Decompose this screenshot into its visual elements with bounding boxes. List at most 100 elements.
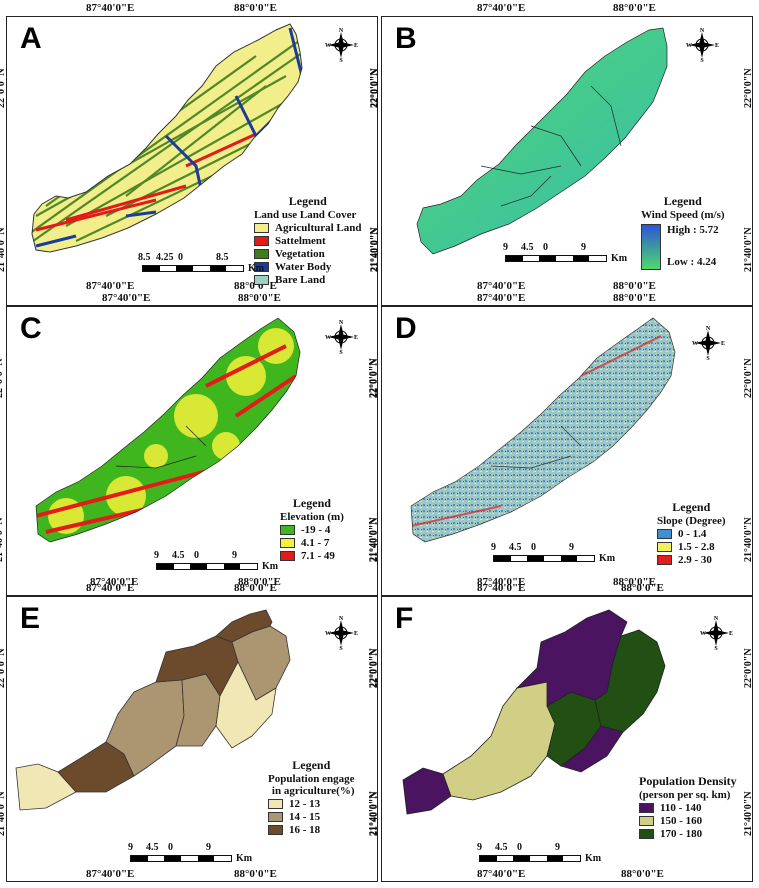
longitude-label: 88°0'0"E [234,2,277,14]
elevation-map [35,317,301,543]
legend-swatch [639,815,654,826]
scale-bar: 9 4.5 0 9 Km [503,242,628,264]
north-s: S [339,646,343,650]
scale-tick: 0 [194,550,199,561]
latitude-label: 21°40'0"N [743,791,754,836]
map-frame [6,306,378,596]
legend-item: Bare Land [254,273,361,286]
north-arrow-icon: N S W E [324,28,358,64]
longitude-label: 87°40'0"E [477,292,526,304]
landuse-map [31,23,303,253]
scale-unit: Km [236,853,253,864]
legend-label: 4.1 - 7 [301,536,330,549]
longitude-label: 87°40'0"E [86,280,135,292]
population-density-map [402,609,666,815]
scale-tick: 9 [569,542,574,553]
panel-label: E [20,602,41,635]
legend: Population Density (person per sq. km) 1… [639,774,737,840]
north-n: N [700,28,705,34]
legend-swatch [268,811,283,822]
legend-item: 7.1 - 49 [280,549,344,562]
legend-low: Low : 4.24 [667,256,717,268]
legend: Legend Wind Speed (m/s) High : 5.72 Low … [641,194,725,270]
north-e: E [354,631,358,637]
legend-title: Legend [292,758,331,772]
population-agriculture-map [15,609,291,811]
legend-item: 14 - 15 [268,810,354,823]
legend-title: Legend [672,500,711,514]
north-s: S [339,58,343,62]
legend-swatch [254,274,269,285]
legend-swatch [268,824,283,835]
legend-swatch [280,524,295,535]
legend-label: 12 - 13 [289,797,321,810]
latitude-label: 22°0'0"N [0,648,7,688]
latitude-label: 22°0'0"N [369,358,380,398]
scale-tick: 9 [154,550,159,561]
longitude-label: 88°0'0"E [621,582,664,594]
legend-title: Legend [288,194,327,208]
scale-tick: 4.5 [146,842,159,853]
scale-tick: 4.5 [509,542,522,553]
panel-label: B [395,22,417,55]
north-arrow-icon: N S W E [324,616,358,652]
scale-tick: 4.25 [156,252,174,263]
north-arrow-icon: N S W E [691,326,725,362]
map-panel-d: D 87°40'0"E 88°0'0"E 87°40'0"E 88°0'0"E … [369,292,754,596]
legend: Legend Land use Land Cover Agricultural … [254,194,361,286]
legend-item: Agricultural Land [254,221,361,234]
longitude-label: 87°40'0"E [86,582,135,594]
north-e: E [715,43,719,49]
scale-tick: 4.5 [172,550,185,561]
scale-tick: 9 [232,550,237,561]
longitude-label: 88°0'0"E [613,280,656,292]
scale-tick: 4.5 [521,242,534,253]
scale-tick: 4.5 [495,842,508,853]
legend-label: 2.9 - 30 [678,553,712,566]
longitude-label: 87°40'0"E [477,280,526,292]
legend-high: High : 5.72 [667,224,719,236]
legend-label: Water Body [275,260,332,273]
north-e: E [721,341,725,347]
latitude-label: 22°0'0"N [369,648,380,688]
legend-label: 110 - 140 [660,801,702,814]
north-s: S [339,350,343,354]
legend-subtitle: Population engage [268,773,355,785]
scale-unit: Km [262,561,279,572]
legend-label: 170 - 180 [660,827,703,840]
legend-item: 170 - 180 [639,827,737,840]
legend-item: 150 - 160 [639,814,737,827]
legend: Legend Slope (Degree) 0 - 1.4 1.5 - 2.8 … [657,500,726,566]
scale-tick: 0 [178,252,183,263]
legend-item: -19 - 4 [280,523,344,536]
legend-label: 14 - 15 [289,810,321,823]
north-w: W [692,341,698,347]
legend-label: Agricultural Land [275,221,362,234]
north-w: W [700,631,706,637]
longitude-label: 87°40'0"E [86,2,135,14]
scale-tick: 9 [581,242,586,253]
latitude-label: 22°0'0"N [369,68,380,108]
latitude-label: 21°40'0"N [743,227,754,272]
panel-label: D [395,312,417,345]
scale-tick: 9 [555,842,560,853]
scale-bar: 9 4.5 0 9 Km [154,550,279,572]
legend-swatch [254,235,269,246]
legend-subtitle: Slope (Degree) [657,515,726,527]
scale-unit: Km [248,263,265,274]
legend-swatch [657,554,672,565]
map-panel-e: E 87°40'0"E 88°0'0"E 87°40'0"E 88°0'0"E … [0,582,379,886]
longitude-label: 88°0'0"E [613,292,656,304]
scale-unit: Km [611,253,628,264]
legend-subtitle: Elevation (m) [280,511,344,523]
longitude-label: 88°0'0"E [238,576,281,588]
north-w: W [325,631,331,637]
north-n: N [714,616,719,622]
latitude-label: 21°40'0"N [743,517,754,562]
panel-label: F [395,602,414,635]
panel-label: A [20,22,42,55]
legend-title: Population Density [639,774,737,788]
scale-tick: 8.5 [216,252,229,263]
slope-map [410,317,676,543]
legend-swatch [657,528,672,539]
